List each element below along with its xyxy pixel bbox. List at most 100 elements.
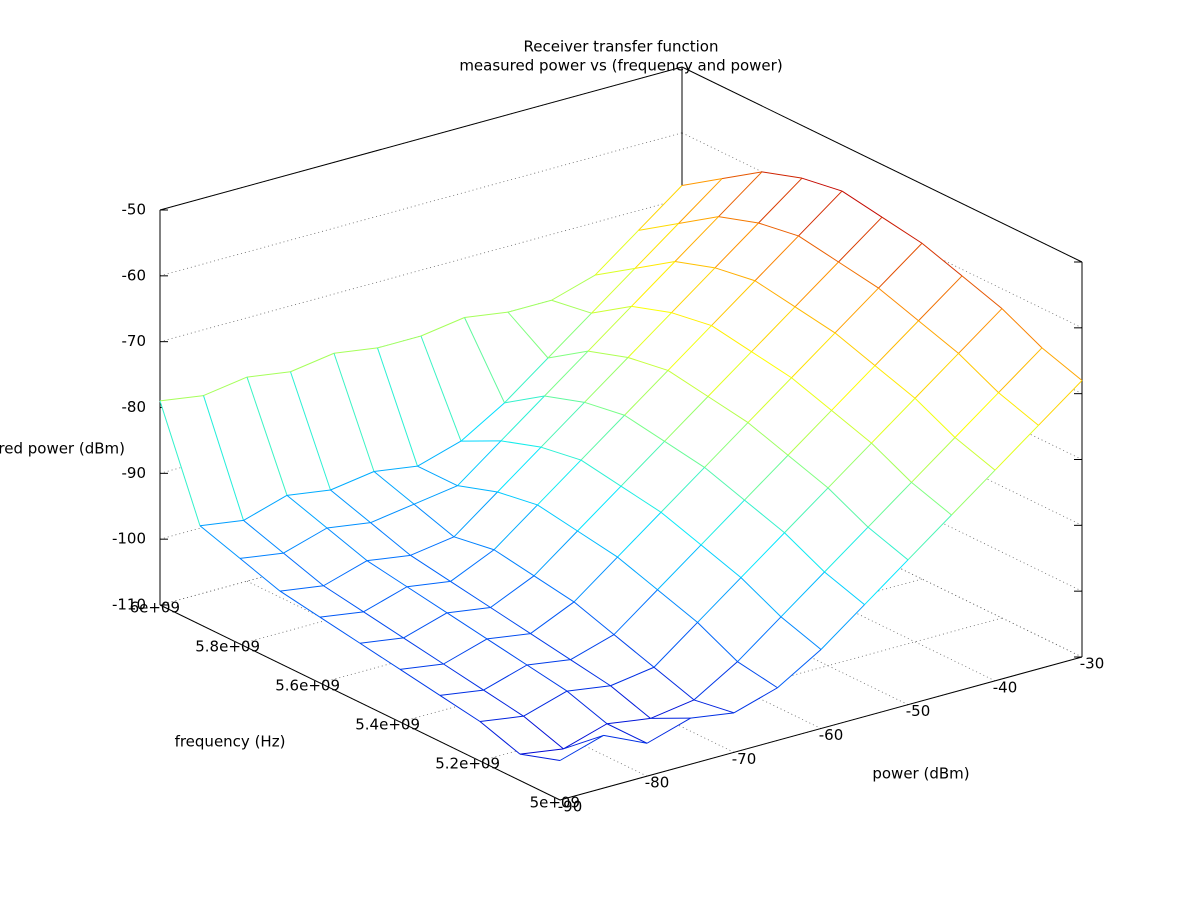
surface-cell (621, 441, 705, 513)
surface-line (638, 223, 679, 231)
surface-line (323, 585, 364, 613)
surface-line (690, 712, 735, 719)
surface-cell (334, 347, 418, 472)
surface-line (457, 485, 498, 493)
surface-cell (504, 351, 588, 403)
surface-line (453, 536, 495, 551)
surface-cell (755, 235, 839, 307)
surface-line (406, 586, 448, 614)
surface-line (801, 177, 843, 192)
surface-line (617, 511, 662, 558)
surface-cell (544, 351, 628, 403)
x-tick-label: -30 (1080, 655, 1105, 673)
surface-line (838, 216, 883, 263)
surface-line (737, 616, 782, 663)
surface-cell (551, 268, 635, 314)
surface-cell (367, 555, 451, 587)
surface-line (507, 311, 549, 359)
x-tick-label: -60 (819, 726, 844, 744)
surface-line (780, 571, 825, 618)
surface-line (580, 459, 622, 487)
surface-cell (494, 504, 578, 576)
surface-line (406, 580, 451, 588)
surface-line (603, 734, 648, 744)
surface-line (460, 402, 505, 442)
surface-line (286, 489, 331, 496)
surface-line (784, 532, 825, 573)
surface-line (591, 267, 636, 314)
surface-line (954, 392, 999, 438)
surface-line (714, 222, 759, 269)
surface-line (370, 522, 411, 556)
surface-line (678, 178, 723, 224)
surface-line (279, 585, 324, 592)
axis-line (559, 656, 1083, 801)
surface-line (958, 353, 999, 394)
surface-line (366, 554, 411, 562)
surface-line (638, 185, 683, 231)
surface-cell (635, 216, 719, 269)
surface-line (370, 503, 415, 524)
surface-line (1001, 308, 1043, 349)
surface-line (584, 401, 625, 416)
surface-line (754, 235, 799, 282)
axis-line (159, 66, 683, 211)
surface-line (591, 305, 632, 314)
surface-line (998, 347, 1043, 394)
surface-line (464, 311, 509, 318)
surface-line (718, 216, 759, 224)
surface-line (563, 723, 608, 750)
x-tick-label: -70 (732, 750, 757, 768)
surface-line (490, 575, 535, 608)
surface-cell (440, 690, 524, 722)
surface-line (784, 487, 829, 534)
surface-cell (791, 332, 875, 411)
surface-line (634, 223, 679, 269)
surface-line (239, 558, 281, 592)
surface-line (758, 177, 803, 224)
surface-line (620, 440, 665, 487)
surface-cell (377, 336, 461, 467)
surface-line (573, 556, 618, 603)
surface-line (577, 530, 618, 558)
surface-line (754, 280, 796, 308)
surface-cell (624, 370, 708, 442)
surface-cell (748, 377, 832, 456)
surface-line (363, 611, 404, 639)
surface-line (740, 577, 782, 618)
surface-line (918, 320, 959, 354)
surface-cell (671, 267, 755, 326)
surface-line (359, 637, 404, 644)
surface-line (791, 377, 832, 411)
surface-line (504, 395, 545, 404)
y-tick-label: 5.2e+09 (435, 755, 500, 773)
surface-line (831, 365, 876, 411)
surface-cell (203, 377, 287, 521)
surface-line (420, 335, 462, 442)
surface-line (714, 267, 756, 282)
surface-cell (711, 280, 795, 352)
surface-line (871, 442, 912, 483)
surface-line (479, 715, 524, 722)
surface-line (961, 275, 1003, 309)
surface-line (613, 589, 658, 635)
surface-line (794, 261, 839, 308)
surface-cell (715, 223, 799, 281)
surface-line (577, 485, 622, 532)
axis-line (681, 66, 1083, 263)
surface-line (707, 351, 752, 397)
surface-line (537, 504, 578, 532)
surface-cell (283, 528, 367, 586)
surface-cell (617, 512, 701, 590)
surface-cell (421, 317, 505, 442)
surface-line (867, 526, 909, 561)
surface-cell (795, 262, 879, 333)
surface-line (831, 410, 872, 444)
y-tick-label: 5.4e+09 (355, 716, 420, 734)
surface-cell (530, 601, 614, 660)
surface-cell (628, 312, 712, 371)
surface-cell (537, 460, 621, 531)
surface-cell (501, 396, 585, 448)
surface-cell (668, 325, 752, 397)
axis-line (159, 604, 561, 801)
